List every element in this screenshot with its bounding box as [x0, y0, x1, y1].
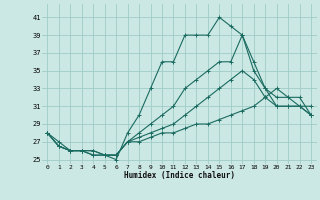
- X-axis label: Humidex (Indice chaleur): Humidex (Indice chaleur): [124, 171, 235, 180]
